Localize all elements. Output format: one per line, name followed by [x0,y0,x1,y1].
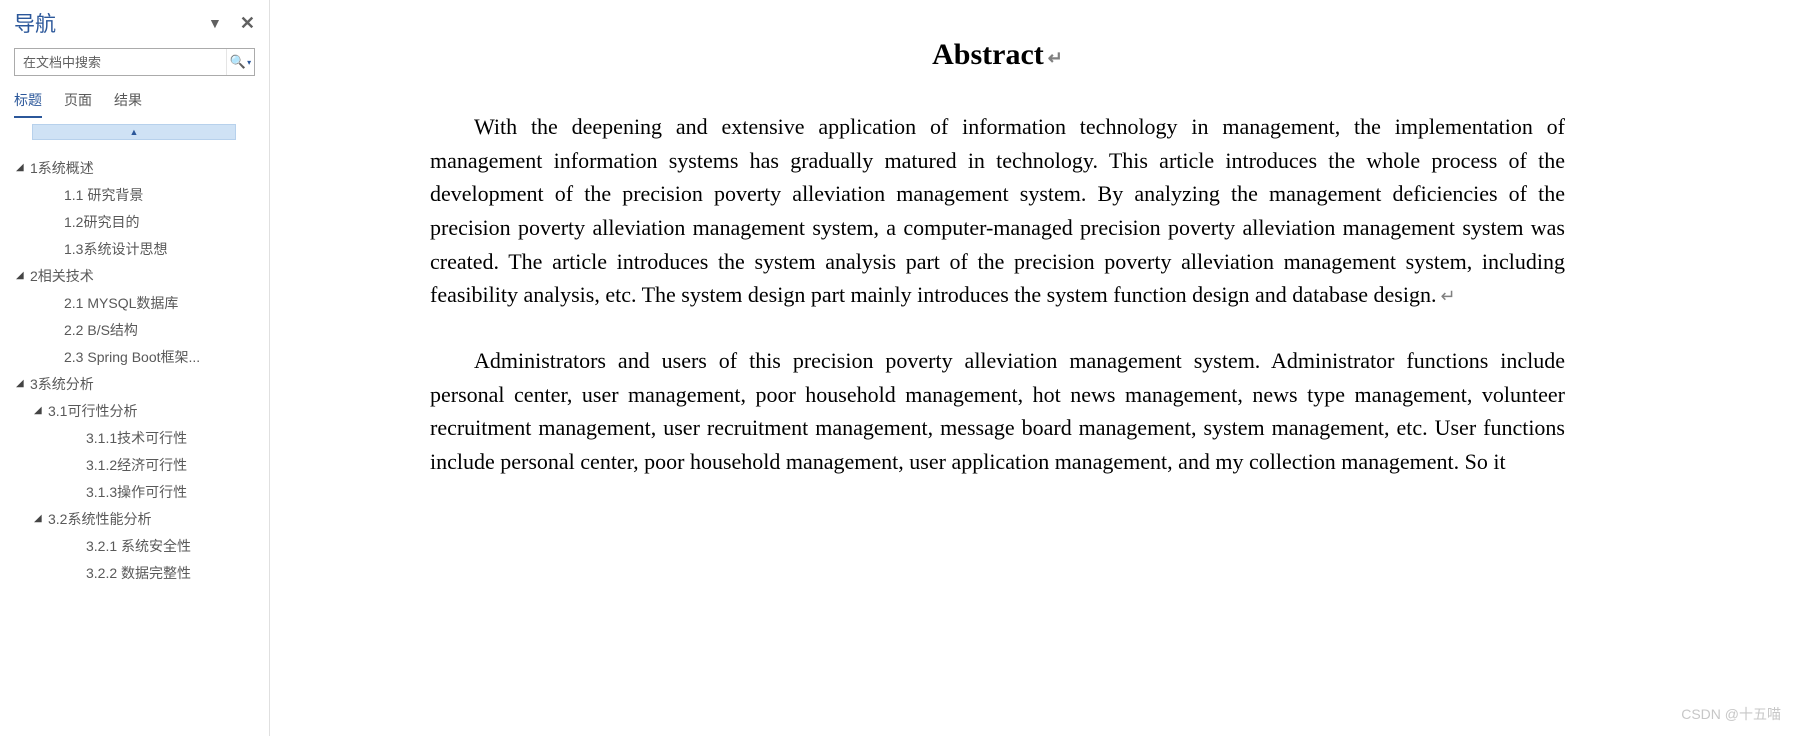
nav-tabs: 标题 页面 结果 [0,84,269,118]
outline-item[interactable]: 3.2.2 数据完整性 [14,559,269,586]
watermark: CSDN @十五喵 [1681,704,1781,724]
paragraph-2: Administrators and users of this precisi… [430,344,1565,479]
outline-item[interactable]: ◢1系统概述 [14,154,269,181]
outline-label: 1.3系统设计思想 [64,239,167,259]
tab-results[interactable]: 结果 [114,90,142,118]
outline-item[interactable]: 3.2.1 系统安全性 [14,532,269,559]
outline-item[interactable]: 2.2 B/S结构 [14,316,269,343]
outline-label: 3.2.1 系统安全性 [86,536,191,556]
tab-headings[interactable]: 标题 [14,90,42,118]
outline-label: 1系统概述 [30,158,94,178]
paragraph-1: With the deepening and extensive applica… [430,110,1565,312]
outline-label: 2.2 B/S结构 [64,320,138,340]
tab-pages[interactable]: 页面 [64,90,92,118]
search-button[interactable]: 🔍▾ [226,49,254,75]
document-page: Abstract↵ With the deepening and extensi… [270,0,1801,736]
outline-item[interactable]: 3.1.2经济可行性 [14,451,269,478]
paragraph-mark-icon: ↵ [1048,48,1063,68]
outline-label: 1.2研究目的 [64,212,139,232]
nav-title: 导航 [14,8,190,38]
close-icon[interactable]: ✕ [240,13,255,34]
collapse-icon[interactable]: ◢ [16,378,30,389]
dropdown-icon[interactable]: ▼ [208,15,222,31]
outline-label: 2.1 MYSQL数据库 [64,293,178,313]
nav-header: 导航 ▼ ✕ [0,8,269,48]
outline-label: 3.1.2经济可行性 [86,455,187,475]
outline-item[interactable]: 1.3系统设计思想 [14,235,269,262]
collapse-icon[interactable]: ◢ [16,162,30,173]
collapse-icon: ▲ [130,127,139,137]
outline-item[interactable]: 1.2研究目的 [14,208,269,235]
outline-tree: ◢1系统概述1.1 研究背景1.2研究目的1.3系统设计思想◢2相关技术2.1 … [0,150,269,736]
outline-item[interactable]: 1.1 研究背景 [14,181,269,208]
outline-label: 3.2.2 数据完整性 [86,563,191,583]
outline-item[interactable]: 2.3 Spring Boot框架... [14,343,269,370]
outline-item[interactable]: ◢3系统分析 [14,370,269,397]
outline-label: 2.3 Spring Boot框架... [64,347,200,367]
outline-label: 3.1.1技术可行性 [86,428,187,448]
paragraph-1-text: With the deepening and extensive applica… [430,114,1565,307]
outline-item[interactable]: 3.1.3操作可行性 [14,478,269,505]
outline-label: 2相关技术 [30,266,94,286]
outline-item[interactable]: ◢3.2系统性能分析 [14,505,269,532]
search-input[interactable] [15,49,226,75]
search-icon: 🔍 [230,54,246,70]
outline-label: 3系统分析 [30,374,94,394]
outline-label: 3.1可行性分析 [48,401,137,421]
title-text: Abstract [932,38,1044,71]
chevron-down-icon: ▾ [247,58,251,67]
outline-item[interactable]: 2.1 MYSQL数据库 [14,289,269,316]
collapse-icon[interactable]: ◢ [16,270,30,281]
search-box: 🔍▾ [14,48,255,76]
page-title: Abstract↵ [430,38,1565,72]
outline-label: 3.2系统性能分析 [48,509,151,529]
paragraph-mark-icon: ↵ [1440,286,1455,306]
outline-item[interactable]: 3.1.1技术可行性 [14,424,269,451]
outline-label: 3.1.3操作可行性 [86,482,187,502]
collapse-icon[interactable]: ◢ [34,405,48,416]
outline-label: 1.1 研究背景 [64,185,143,205]
collapse-all-button[interactable]: ▲ [32,124,236,140]
navigation-pane: 导航 ▼ ✕ 🔍▾ 标题 页面 结果 ▲ ◢1系统概述1.1 研究背景1.2研究… [0,0,270,736]
outline-item[interactable]: ◢2相关技术 [14,262,269,289]
outline-item[interactable]: ◢3.1可行性分析 [14,397,269,424]
collapse-icon[interactable]: ◢ [34,513,48,524]
